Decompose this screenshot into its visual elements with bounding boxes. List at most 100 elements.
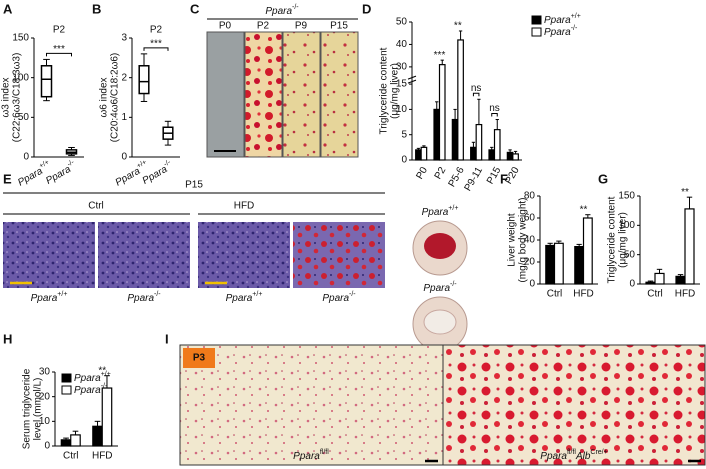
bar xyxy=(654,272,665,285)
label-sup: +/+ xyxy=(57,291,67,298)
micrograph xyxy=(244,31,283,158)
x-tick-label: HFD xyxy=(92,451,113,462)
y-tick-label: 100 xyxy=(12,72,29,83)
image-caption: Ppara+/+ xyxy=(226,291,263,303)
micrograph xyxy=(179,344,444,466)
bar xyxy=(101,387,113,447)
sig-bracket xyxy=(491,113,498,117)
label-sup: +/+ xyxy=(136,159,148,170)
bar xyxy=(433,108,441,161)
micrograph xyxy=(293,222,385,288)
y-axis-label: level (mmol/L) xyxy=(33,378,44,441)
image-label: P15 xyxy=(330,21,348,32)
panel-letter: B xyxy=(92,1,101,16)
label-text: Ppara xyxy=(226,293,253,304)
bar xyxy=(582,217,593,285)
micrograph xyxy=(320,31,359,158)
badge-label: P3 xyxy=(193,353,206,364)
bar xyxy=(70,434,81,447)
y-tick-label: 30 xyxy=(396,62,408,73)
y-tick-label: 50 xyxy=(624,249,636,260)
label-sup: -/- xyxy=(163,159,173,169)
label-sup: fl/fl xyxy=(567,449,576,456)
legend-swatch xyxy=(61,373,72,383)
y-tick-label: 150 xyxy=(12,33,29,44)
significance: ns xyxy=(471,83,482,94)
bar xyxy=(506,151,514,161)
label-sup: fl/fl xyxy=(320,449,329,456)
label-text: Ppara xyxy=(540,451,567,462)
y-tick-label: 80 xyxy=(524,191,536,202)
label-sup: +/+ xyxy=(38,159,50,170)
label-text: Ppara xyxy=(74,385,101,396)
y-axis-label: (C20:4ω6/C18:2ω6) xyxy=(110,53,121,143)
x-tick-label: Ctrl xyxy=(547,289,563,300)
panel-title: P15 xyxy=(185,180,203,191)
label-sup: Cre/+ xyxy=(590,449,607,456)
y-tick-label: 10 xyxy=(39,416,51,427)
photo-label: Ppara-/- xyxy=(423,281,457,293)
legend-label: Ppara-/- xyxy=(74,383,108,395)
micrograph xyxy=(198,222,290,288)
y-tick-label: 150 xyxy=(618,191,635,202)
y-axis-label: ω3 index xyxy=(1,77,12,117)
label-sup: -/- xyxy=(101,383,108,390)
bar xyxy=(438,64,446,161)
label-sup: -/- xyxy=(66,159,76,169)
label-sup: +/+ xyxy=(448,205,458,212)
image-label: P2 xyxy=(257,21,270,32)
bar xyxy=(675,275,686,285)
micrograph xyxy=(282,31,321,158)
significance: *** xyxy=(434,50,446,61)
y-tick-label: 0 xyxy=(121,152,127,163)
image-panels xyxy=(3,18,706,466)
micrograph xyxy=(206,31,245,158)
label-text: Ppara xyxy=(74,373,101,384)
bar xyxy=(545,244,556,285)
y-axis-label: Triglyceride content xyxy=(607,196,618,283)
y-axis-label: (C22:6ω3/C18:3ω3) xyxy=(12,53,23,143)
bar xyxy=(470,146,477,161)
x-tick-label: P2 xyxy=(433,165,449,181)
label-text: Ppara xyxy=(265,6,292,17)
significance: ** xyxy=(580,204,588,215)
bar xyxy=(457,39,464,161)
bar xyxy=(512,153,519,161)
y-tick-label: 0 xyxy=(44,441,50,452)
micrograph xyxy=(442,344,706,466)
image-label: P9 xyxy=(295,21,308,32)
image-caption: Ppara+/+ xyxy=(31,291,68,303)
bar xyxy=(92,425,103,447)
y-tick-label: 20 xyxy=(39,391,51,402)
bar xyxy=(553,242,564,285)
badge xyxy=(183,348,215,368)
box xyxy=(40,65,53,98)
y-tick-label: 0 xyxy=(23,152,29,163)
sig-bracket xyxy=(46,52,72,57)
panel-letter: G xyxy=(598,171,608,186)
x-tick-label: HFD xyxy=(573,289,594,300)
y-tick-label: 40 xyxy=(396,39,408,50)
bar xyxy=(493,129,501,161)
micrograph xyxy=(98,222,190,288)
legend-label: Ppara-/- xyxy=(544,25,578,37)
label-sup: -/- xyxy=(349,291,356,298)
panel-letter: C xyxy=(190,1,200,16)
panel-letter: H xyxy=(3,331,12,346)
y-tick-label: 10 xyxy=(396,104,408,115)
y-axis-label: (μg/mg liver) xyxy=(618,212,629,268)
x-tick-label: P0 xyxy=(414,165,430,181)
label-text: Ppara xyxy=(422,207,449,218)
image-caption: Pparafl/flAlbCre/+ xyxy=(540,449,607,461)
panel-letter: I xyxy=(165,331,169,346)
significance: ** xyxy=(681,187,689,198)
significance: ** xyxy=(98,365,106,376)
label-sup: +/+ xyxy=(252,291,262,298)
bar xyxy=(684,208,695,285)
x-tick-label: Ctrl xyxy=(647,289,663,300)
chart-title: P2 xyxy=(53,25,66,36)
y-axis-label: Serum triglyceride xyxy=(22,368,33,449)
y-tick-label: 5 xyxy=(401,129,407,140)
label-text: Ppara xyxy=(544,27,571,38)
